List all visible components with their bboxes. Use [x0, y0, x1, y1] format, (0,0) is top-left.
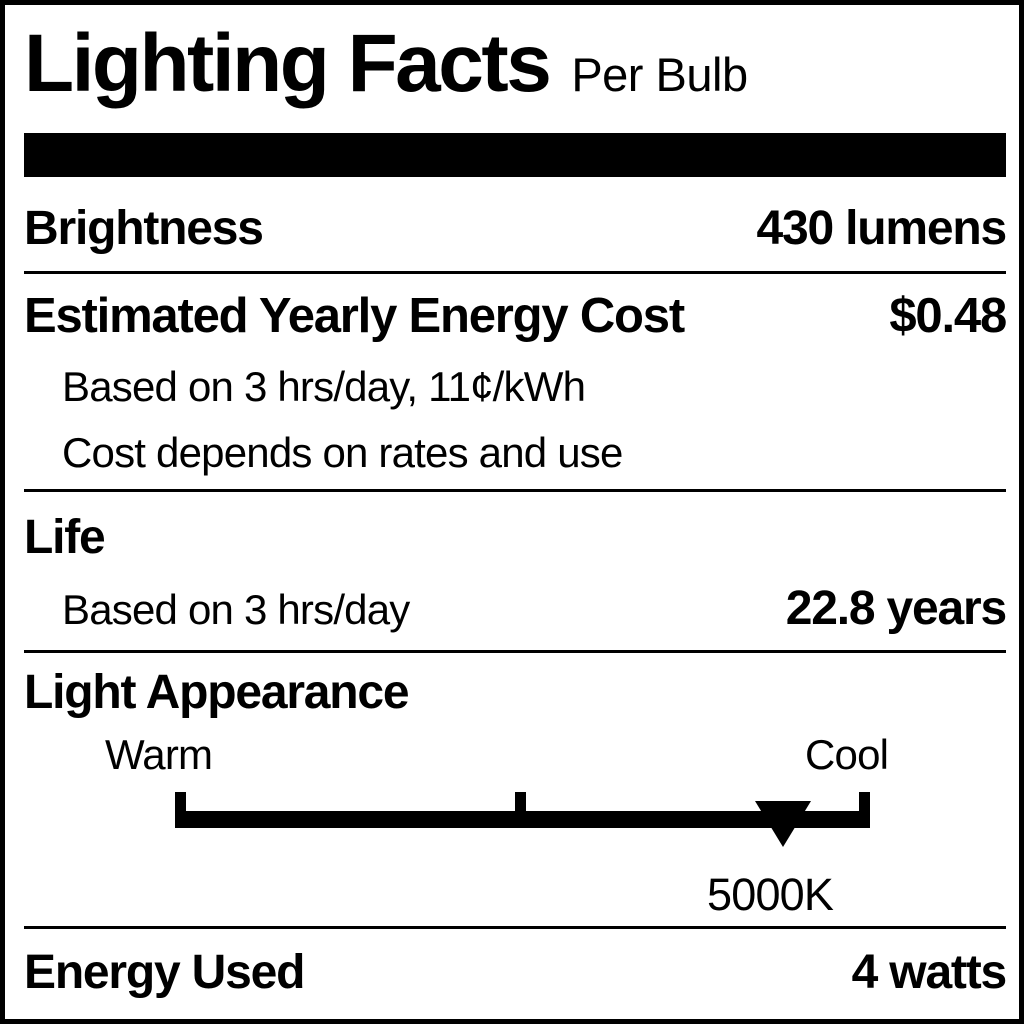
- energy-cost-row: Estimated Yearly Energy Cost $0.48: [24, 288, 1007, 344]
- life-value: 22.8 years: [785, 582, 1007, 635]
- energy-cost-basis-text: Based on 3 hrs/day, 11¢/kWh: [62, 363, 586, 410]
- scale-tick-left: [175, 792, 186, 814]
- light-appearance-label: Light Appearance: [24, 666, 410, 719]
- energy-cost-label: Estimated Yearly Energy Cost: [24, 289, 685, 343]
- divider-after-energy-cost: [24, 489, 1006, 492]
- divider-after-light-appearance: [24, 926, 1006, 929]
- scale-bar: [175, 811, 870, 828]
- scale-tick-right: [859, 792, 870, 814]
- label-title-row: Lighting Facts Per Bulb: [24, 23, 748, 123]
- energy-used-row: Energy Used 4 watts: [24, 945, 1008, 1000]
- color-temperature-value: 5000K: [707, 869, 834, 920]
- life-label: Life: [24, 511, 106, 564]
- scale-marker-triangle-icon: [755, 801, 811, 847]
- divider-after-life: [24, 650, 1006, 653]
- energy-used-value: 4 watts: [851, 946, 1008, 999]
- page-title: Lighting Facts: [24, 18, 552, 109]
- title-qualifier: Per Bulb: [571, 48, 748, 101]
- life-basis-row: Based on 3 hrs/day 22.8 years: [62, 581, 1007, 636]
- energy-cost-disclaimer-row: Cost depends on rates and use: [62, 429, 1006, 477]
- divider-after-brightness: [24, 271, 1006, 274]
- light-appearance-row: Light Appearance: [24, 665, 1006, 720]
- scale-tick-middle: [515, 792, 526, 814]
- energy-cost-disclaimer-text: Cost depends on rates and use: [62, 429, 623, 476]
- light-appearance-scale: Warm Cool 5000K: [24, 731, 1006, 920]
- brightness-row: Brightness 430 lumens: [24, 201, 1008, 256]
- brightness-value: 430 lumens: [756, 202, 1008, 255]
- energy-cost-value: $0.48: [889, 289, 1007, 343]
- scale-warm-label: Warm: [105, 731, 213, 778]
- scale-cool-label: Cool: [805, 731, 889, 778]
- title-separator-band: [24, 133, 1006, 177]
- life-row: Life: [24, 510, 1006, 565]
- energy-cost-basis-row: Based on 3 hrs/day, 11¢/kWh: [62, 363, 1006, 411]
- energy-used-label: Energy Used: [24, 946, 305, 999]
- label-content: Lighting Facts Per Bulb Brightness 430 l…: [19, 5, 1008, 1019]
- brightness-label: Brightness: [24, 202, 264, 255]
- life-basis-text: Based on 3 hrs/day: [62, 586, 410, 633]
